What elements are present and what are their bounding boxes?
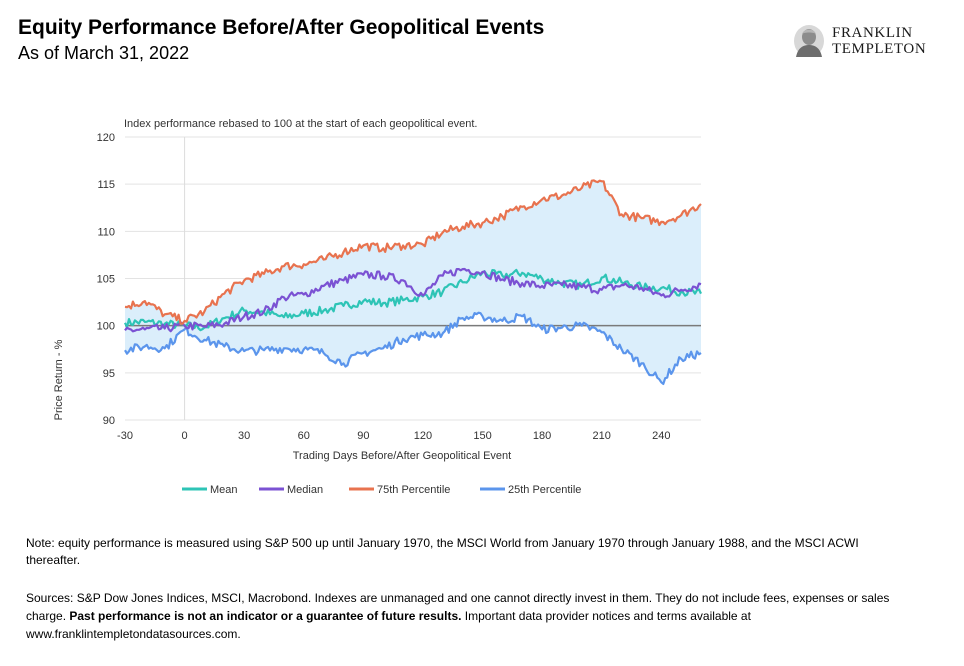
y-tick-label: 95 — [103, 368, 115, 380]
series-line-75th-percentile — [124, 179, 702, 325]
y-tick-label: 115 — [97, 179, 115, 191]
logo-line-1: FRANKLIN — [832, 25, 913, 41]
legend-label: 25th Percentile — [508, 484, 581, 496]
x-axis-label: Trading Days Before/After Geopolitical E… — [293, 450, 511, 462]
x-tick-label: 210 — [593, 430, 611, 442]
legend-label: Median — [287, 484, 323, 496]
y-axis-label: Price Return - % — [53, 339, 65, 420]
x-tick-label: 30 — [238, 430, 250, 442]
y-tick-labels: 90 95 100 105 110 115 120 — [97, 132, 115, 427]
page-title: Equity Performance Before/After Geopolit… — [18, 16, 545, 39]
disclaimer-bold: Past performance is not an indicator or … — [69, 609, 462, 623]
x-tick-label: 240 — [652, 430, 670, 442]
sources-intro: Sources: S&P Dow Jones Indices, MSCI, Ma… — [26, 591, 890, 623]
chart-annotation: Index performance rebased to 100 at the … — [124, 118, 477, 130]
y-tick-label: 105 — [97, 274, 115, 286]
legend-label: Mean — [210, 484, 238, 496]
chart-legend: Mean Median 75th Percentile 25th Percentile — [182, 484, 581, 496]
x-tick-label: 150 — [473, 430, 491, 442]
sources-text: Sources: S&P Dow Jones Indices, MSCI, Ma… — [26, 589, 906, 643]
percentile-band — [125, 180, 701, 384]
series-line-25th-percentile — [124, 311, 702, 385]
franklin-templeton-logo: FRANKLIN TEMPLETON — [792, 24, 944, 58]
legend-label: 75th Percentile — [377, 484, 450, 496]
logo-line-2: TEMPLETON — [832, 41, 927, 57]
x-tick-label: 0 — [182, 430, 188, 442]
x-tick-label: 60 — [298, 430, 310, 442]
series-line-median — [124, 267, 702, 333]
portrait-logo-icon — [794, 25, 824, 57]
x-tick-label: -30 — [117, 430, 133, 442]
line-chart: Index performance rebased to 100 at the … — [53, 118, 702, 496]
x-tick-label: 120 — [414, 430, 432, 442]
interquartile-area — [125, 180, 701, 384]
x-tick-label: 90 — [357, 430, 369, 442]
page-subtitle: As of March 31, 2022 — [18, 43, 190, 63]
sources-outro: Important data provider notices and term… — [26, 609, 751, 641]
y-tick-label: 110 — [97, 226, 115, 238]
x-tick-label: 180 — [533, 430, 551, 442]
y-tick-label: 100 — [97, 321, 115, 333]
footnote: Note: equity performance is measured usi… — [26, 536, 859, 567]
series-lines — [124, 179, 702, 385]
y-tick-label: 90 — [103, 415, 115, 427]
y-tick-label: 120 — [97, 132, 115, 144]
x-tick-labels: -30 0 30 60 90 120 150 180 210 240 — [117, 430, 670, 442]
series-line-mean — [124, 268, 702, 332]
